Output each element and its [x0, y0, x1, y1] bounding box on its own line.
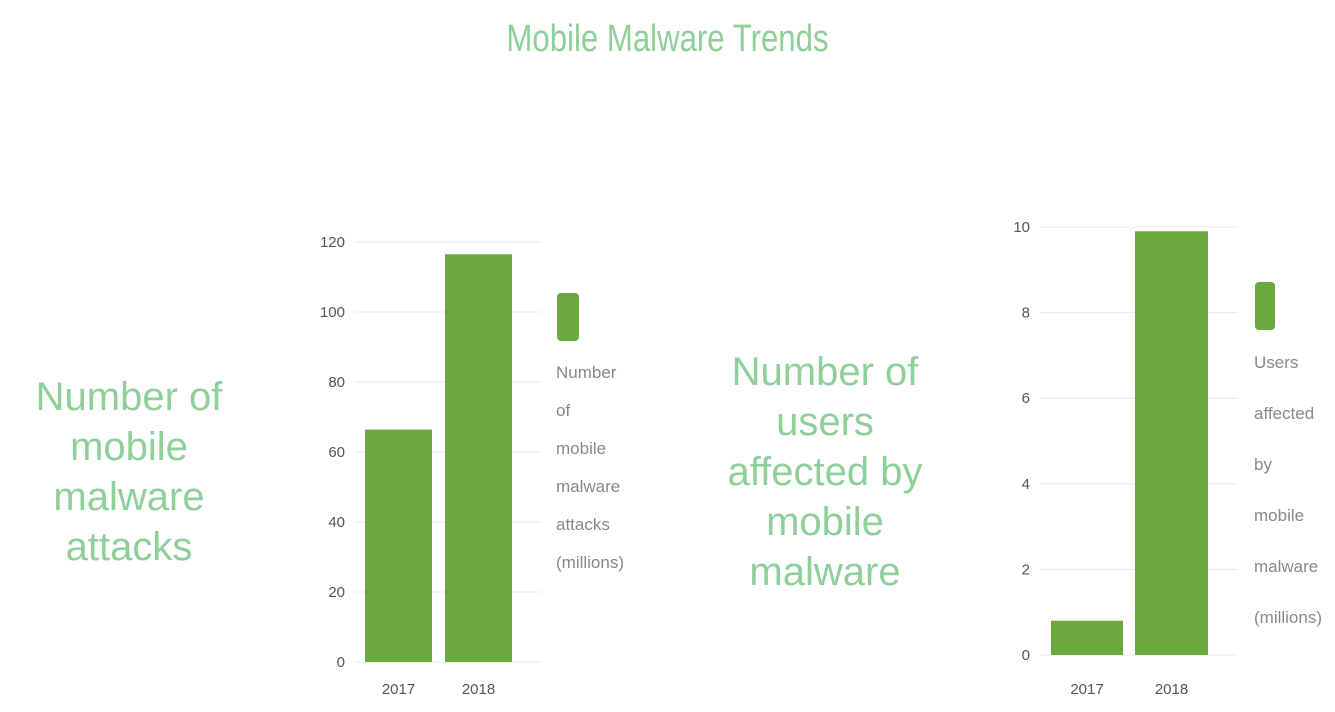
chart2-x-tick-label: 2017 — [1070, 681, 1103, 698]
chart1-bar-2017 — [365, 429, 432, 662]
chart1-y-tick-label: 0 — [337, 654, 345, 671]
chart1-x-tick-label: 2017 — [382, 681, 415, 698]
chart1-y-tick-label: 100 — [320, 304, 345, 321]
chart1-legend-text: of — [556, 401, 570, 420]
chart2-y-tick-label: 0 — [1022, 647, 1030, 664]
chart2-y-tick-label: 6 — [1022, 390, 1030, 407]
chart2-x-tick-label: 2018 — [1155, 681, 1188, 698]
chart2-y-tick-label: 4 — [1022, 476, 1030, 493]
chart2-y-tick-label: 2 — [1022, 561, 1030, 578]
chart2-legend-text: mobile — [1254, 506, 1304, 525]
chart1-y-tick-label: 120 — [320, 234, 345, 251]
chart2-legend-text: affected — [1254, 404, 1314, 423]
chart2-legend-text: Users — [1254, 353, 1298, 372]
chart1-x-tick-label: 2018 — [462, 681, 495, 698]
chart2-legend-text: by — [1254, 455, 1272, 474]
chart2-y-tick-label: 8 — [1022, 305, 1030, 322]
chart2-legend-text: malware — [1254, 557, 1318, 576]
chart1-legend-text: malware — [556, 477, 620, 496]
chart2-y-tick-label: 10 — [1013, 219, 1030, 236]
chart1-y-tick-label: 60 — [328, 444, 345, 461]
chart1-title: Number of mobile malware attacks — [0, 372, 258, 572]
page-title: Mobile Malware Trends — [506, 18, 829, 60]
chart2-legend-text: (millions) — [1254, 608, 1322, 627]
chart1-legend-text: Number — [556, 363, 617, 382]
chart1-legend-swatch — [557, 293, 579, 341]
chart1-title-line: Number of mobile — [35, 375, 223, 469]
chart2-title-line: Number of users — [731, 350, 919, 444]
chart2-title-line: affected by mobile — [727, 450, 923, 544]
chart1-y-tick-label: 40 — [328, 514, 345, 531]
chart1-y-tick-label: 20 — [328, 584, 345, 601]
chart2-bar-2017 — [1051, 620, 1123, 655]
chart1-y-tick-label: 80 — [328, 374, 345, 391]
chart1-bar-2018 — [445, 254, 512, 662]
chart1-legend-text: attacks — [556, 515, 610, 534]
chart2-title-line: malware — [749, 550, 901, 594]
chart1-legend-text: (millions) — [556, 553, 624, 572]
chart1-legend-text: mobile — [556, 439, 606, 458]
chart2-bar-2018 — [1135, 231, 1208, 655]
chart1-title-line: malware attacks — [53, 475, 205, 569]
chart2-legend-swatch — [1255, 282, 1275, 330]
chart2-title: Number of users affected by mobile malwa… — [690, 347, 960, 597]
